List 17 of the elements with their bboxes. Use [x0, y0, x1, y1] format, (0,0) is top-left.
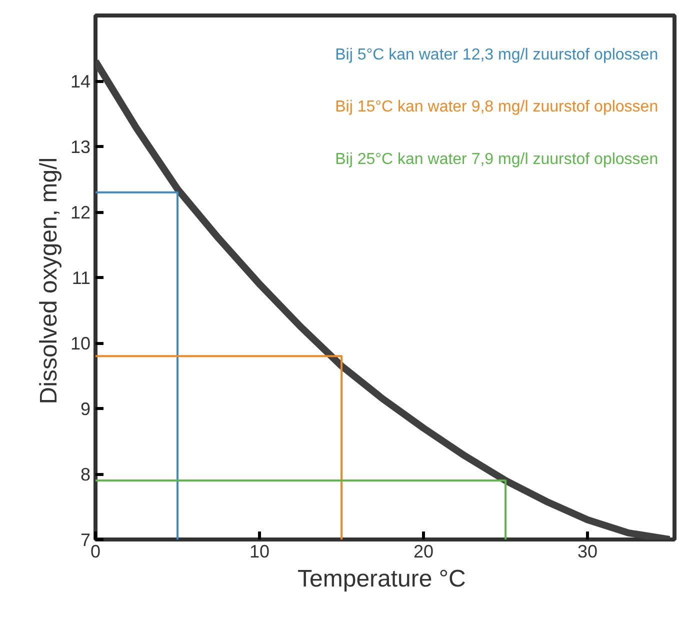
x-tick-label: 20 [414, 542, 434, 562]
y-tick-label: 14 [70, 72, 91, 92]
x-tick-label: 0 [90, 542, 101, 562]
y-tick-label: 11 [72, 268, 90, 288]
y-tick-label: 12 [70, 202, 91, 222]
y-tick-label: 13 [70, 137, 91, 157]
y-axis-title: Dissolved oxygen, mg/l [35, 157, 62, 404]
y-tick-label: 8 [80, 464, 91, 484]
annotation: Bij 25°C kan water 7,9 mg/l zuurstof oplossen [335, 151, 658, 168]
x-tick-label: 10 [250, 542, 270, 562]
y-tick-label: 10 [70, 334, 91, 354]
x-axis-title: Temperature °C [298, 566, 466, 592]
y-tick-label: 7 [80, 530, 91, 550]
annotation: Bij 5°C kan water 12,3 mg/l zuurstof oplossen [335, 46, 658, 64]
x-tick-label: 30 [578, 542, 598, 562]
annotation: Bij 15°C kan water 9,8 mg/l zuurstof oplossen [335, 98, 658, 116]
y-tick-label: 9 [80, 399, 91, 419]
